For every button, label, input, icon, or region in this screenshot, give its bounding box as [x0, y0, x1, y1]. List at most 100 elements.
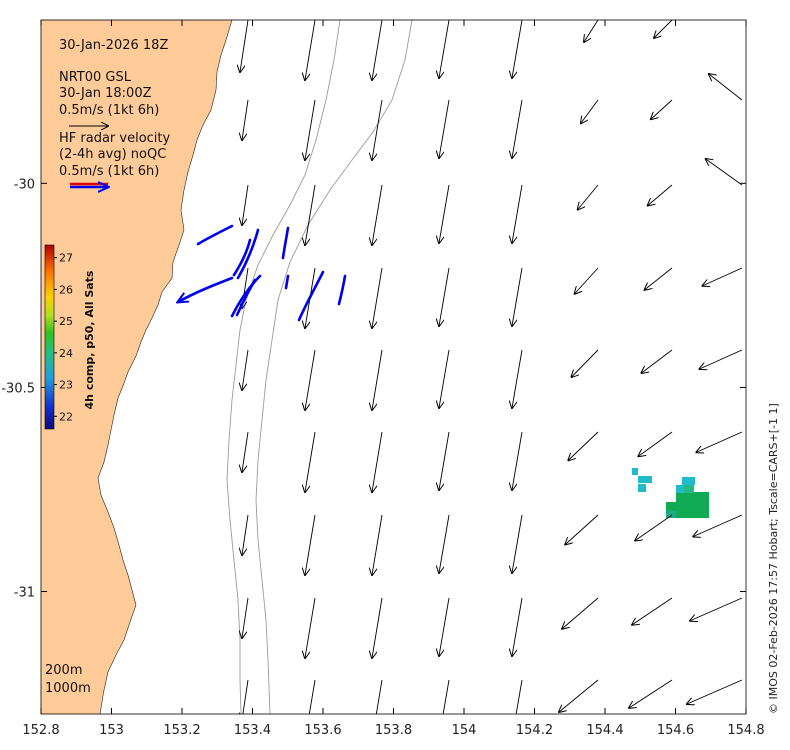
model-velocity-arrow	[372, 267, 383, 328]
model-velocity-arrow	[581, 99, 599, 123]
model-velocity-arrow	[305, 597, 316, 658]
hf-radar-vector	[232, 238, 252, 277]
model-velocity-arrow	[562, 597, 599, 629]
model-velocity-arrow	[305, 431, 316, 492]
model-velocity-arrow	[572, 349, 599, 377]
model-velocity-arrow	[242, 679, 249, 714]
model-velocity-arrow	[575, 267, 599, 294]
model-velocity-arrow	[242, 514, 249, 555]
radar-avg-label: (2-4h avg) noQC	[59, 147, 166, 162]
radar-scale-label: 0.5m/s (1kt 6h)	[59, 164, 159, 179]
coastline	[97, 20, 233, 714]
model-velocity-arrow	[687, 679, 743, 704]
model-velocity-arrow	[645, 267, 673, 290]
contour-200m-label: 200m	[45, 663, 82, 678]
model-velocity-arrow	[654, 20, 673, 38]
model-velocity-arrow	[741, 20, 742, 21]
annotation-block: 30-Jan-2026 18Z NRT00 GSL 30-Jan 18:00Z …	[45, 38, 171, 696]
colorbar-tick-label: 24	[59, 347, 73, 360]
model-velocity-arrow	[439, 20, 450, 78]
model-velocity-arrow	[512, 597, 523, 656]
credit-text: © IMOS 02-Feb-2026 17:57 Hobart; Tscale=…	[767, 403, 780, 714]
model-velocity-arrow	[512, 349, 523, 408]
model-velocity-arrow	[375, 679, 383, 714]
model-time-label: 30-Jan 18:00Z	[59, 86, 152, 101]
model-velocity-arrow	[648, 184, 673, 206]
model-scale-label: 0.5m/s (1kt 6h)	[59, 103, 159, 118]
contour-1000m	[255, 20, 413, 714]
hf-radar-vector	[178, 276, 234, 302]
hf-radar-vector	[337, 274, 347, 306]
x-tick-label: 153.6	[304, 723, 341, 738]
model-velocity-arrow	[372, 99, 383, 160]
model-velocity-arrow	[242, 597, 249, 638]
x-tick-label: 153.8	[375, 723, 412, 738]
model-velocity-arrow	[693, 514, 743, 537]
colorbar-tick-label: 26	[59, 283, 73, 296]
model-velocity-arrow	[372, 431, 383, 492]
model-velocity-field	[240, 20, 743, 714]
model-velocity-arrow	[242, 349, 249, 390]
model-velocity-arrow	[632, 597, 673, 625]
model-velocity-arrow	[559, 679, 599, 712]
hf-radar-vector	[235, 278, 257, 317]
model-velocity-arrow	[372, 597, 383, 658]
model-velocity-arrow	[439, 597, 450, 656]
contour-1000m-label: 1000m	[45, 681, 91, 696]
radar-title-label: HF radar velocity	[59, 131, 171, 146]
hf-radar-vector	[284, 274, 290, 290]
model-velocity-arrow	[512, 267, 523, 326]
model-velocity-arrow	[442, 679, 450, 714]
model-velocity-arrow	[690, 597, 743, 621]
hf-radar-vector	[196, 224, 234, 246]
model-velocity-arrow	[512, 514, 523, 573]
model-velocity-arrow	[703, 267, 743, 286]
colorbar-ticks: 22 23 24 25 26 27	[54, 252, 73, 423]
model-velocity-arrow	[439, 184, 450, 243]
y-tick-label: -31	[14, 586, 35, 601]
model-velocity-arrow	[565, 514, 599, 545]
model-velocity-arrow	[372, 349, 383, 410]
model-velocity-arrow	[638, 431, 673, 456]
model-velocity-arrow	[305, 349, 316, 410]
model-velocity-arrow	[242, 99, 249, 140]
x-tick-label: 154	[452, 723, 477, 738]
colorbar-tick-label: 27	[59, 252, 73, 265]
x-tick-label: 154.8	[727, 723, 764, 738]
model-velocity-arrow	[709, 74, 743, 101]
x-tick-label: 154.4	[586, 723, 623, 738]
colorbar: 22 23 24 25 26 27 4h comp, p50, All Sats	[44, 244, 96, 430]
model-velocity-arrow	[584, 20, 599, 42]
model-velocity-arrow	[512, 20, 523, 78]
model-velocity-arrow	[512, 184, 523, 243]
model-velocity-arrow	[706, 159, 743, 186]
hf-radar-vector	[236, 228, 260, 280]
colorbar-gradient	[44, 244, 55, 430]
model-velocity-arrow	[700, 349, 743, 369]
hf-radar-vector	[281, 226, 290, 260]
x-tick-label: 152.8	[22, 723, 59, 738]
x-axis: 152.8 153 153.2 153.4 153.6 153.8 154 154.2 154.…	[22, 20, 765, 738]
model-velocity-arrow	[629, 679, 673, 708]
model-velocity-arrow	[308, 679, 316, 714]
datetime-label: 30-Jan-2026 18Z	[59, 38, 168, 53]
y-axis: -30 -30.5 -31	[1, 177, 746, 601]
x-tick-label: 153.4	[234, 723, 271, 738]
y-tick-label: -30	[14, 177, 35, 192]
model-velocity-arrow	[240, 20, 249, 72]
model-velocity-arrow	[439, 514, 450, 573]
model-velocity-arrow	[651, 99, 673, 119]
model-velocity-arrow	[635, 514, 673, 541]
model-velocity-arrow	[512, 99, 523, 158]
colorbar-tick-label: 22	[59, 410, 73, 423]
hf-radar-vectors	[178, 224, 347, 322]
sst-pixels	[632, 468, 709, 518]
contour-200m	[226, 20, 341, 714]
model-velocity-arrow	[642, 349, 673, 373]
hf-radar-vector	[297, 270, 325, 322]
model-velocity-arrow	[578, 184, 599, 210]
model-velocity-arrow	[372, 514, 383, 575]
model-velocity-arrow	[305, 99, 316, 160]
model-velocity-arrow	[305, 20, 316, 80]
